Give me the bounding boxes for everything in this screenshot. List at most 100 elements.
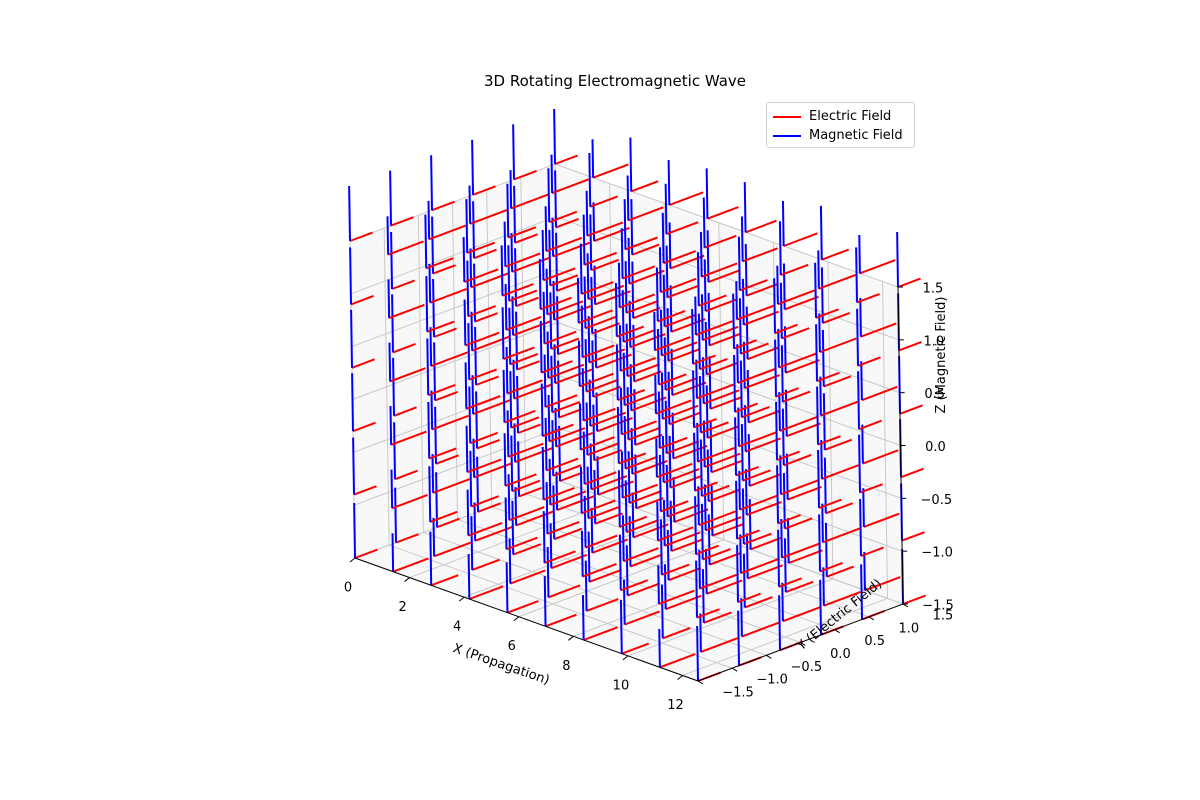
magnetic-field-vector [431,216,434,274]
electric-field-vector [471,558,501,571]
magnetic-field-vector [736,344,739,383]
magnetic-field-vector [506,410,510,457]
magnetic-field-vector [429,327,433,367]
electric-field-vector [623,328,657,343]
magnetic-field-vector [512,124,515,180]
electric-field-vector [517,423,541,434]
magnetic-field-vector [658,454,662,512]
magnetic-field-vector [500,245,504,296]
electric-field-vector [785,359,820,374]
magnetic-field-vector [462,237,466,283]
grid-line-z-left [350,216,557,295]
magnetic-field-vector [818,514,821,572]
magnetic-field-vector [700,503,704,560]
magnetic-field-vector [696,252,700,306]
magnetic-field-vector [510,435,514,492]
electric-field-vector [857,356,881,367]
electric-field-vector [737,367,776,384]
electric-field-vector [630,396,667,412]
electric-field-vector [507,226,537,239]
magnetic-field-vector [739,534,742,574]
magnetic-field-vector [430,155,433,211]
magnetic-field-vector [737,236,741,291]
magnetic-field-vector [390,232,393,290]
electric-field-vector [596,417,633,433]
electric-field-vector [631,243,660,256]
electric-field-vector [671,538,704,553]
electric-field-vector [700,637,738,653]
magnetic-field-vector [824,522,828,577]
x-tick-label: 6 [508,639,516,654]
magnetic-field-vector [695,359,698,399]
magnetic-field-vector [855,247,858,303]
electric-field-vector [778,577,802,588]
electric-field-vector [654,336,691,352]
electric-field-vector [620,356,656,372]
magnetic-field-vector [614,282,618,337]
electric-field-vector [432,478,471,494]
magnetic-field-vector [472,438,476,478]
magnetic-field-vector [693,432,696,491]
electric-field-vector [632,523,669,539]
magnetic-field-vector [471,375,475,415]
magnetic-field-vector [511,296,515,336]
electric-field-vector [463,268,499,283]
magnetic-field-vector [557,360,560,418]
electric-field-vector [694,481,718,492]
magnetic-field-vector [779,455,782,495]
electric-field-vector [503,346,535,361]
electric-field-vector [747,564,783,580]
magnetic-field-vector [470,311,474,351]
magnetic-field-vector [778,392,781,431]
grid-line-y-floor [525,493,870,618]
magnetic-field-vector [740,424,744,481]
magnetic-field-vector [391,533,395,572]
magnetic-field-vector [816,386,819,445]
electric-field-vector [388,303,425,320]
electric-field-vector [621,420,657,436]
magnetic-field-vector [630,199,634,255]
magnetic-field-vector [467,323,471,380]
electric-field-vector [432,264,456,275]
electric-field-vector [516,360,540,371]
electric-field-vector [703,611,732,624]
magnetic-field-vector [425,276,429,332]
magnetic-field-vector [699,231,703,277]
magnetic-field-vector [431,454,435,493]
magnetic-field-vector [550,355,554,413]
magnetic-field-vector [860,564,863,620]
electric-field-vector [548,427,586,443]
grid-line-z-back [558,427,903,552]
electric-field-vector [629,333,666,349]
electric-field-vector [736,529,760,540]
electric-field-vector [633,370,662,383]
z-tick-label: 1.5 [923,282,944,297]
electric-field-vector [430,351,469,368]
electric-field-vector [351,358,375,369]
electric-field-vector [777,289,816,306]
grid-line-z-back [557,322,901,446]
magnetic-field-vector [620,228,624,279]
electric-field-vector [394,469,418,481]
magnetic-field-vector [655,438,658,478]
magnetic-field-vector [471,139,474,195]
legend-label-magnetic: Magnetic Field [809,128,903,143]
electric-field-vector [468,585,504,600]
electric-field-vector [554,154,578,165]
z-tick-label: 1.0 [923,334,944,349]
x-tick-label: 2 [398,600,406,615]
magnetic-field-vector [617,262,621,308]
electric-field-vector [702,548,731,561]
electric-field-vector [819,561,843,573]
electric-field-vector [588,505,621,520]
legend-entry-magnetic: Magnetic Field [773,126,908,145]
magnetic-field-vector [659,519,663,575]
magnetic-field-vector [823,457,827,514]
grid-line-y-floor [388,544,733,669]
electric-field-vector [740,558,779,575]
electric-field-vector [625,236,658,251]
electric-field-vector [635,497,664,510]
magnetic-field-vector [553,108,556,165]
electric-field-vector [780,263,809,277]
electric-field-vector [742,469,771,482]
